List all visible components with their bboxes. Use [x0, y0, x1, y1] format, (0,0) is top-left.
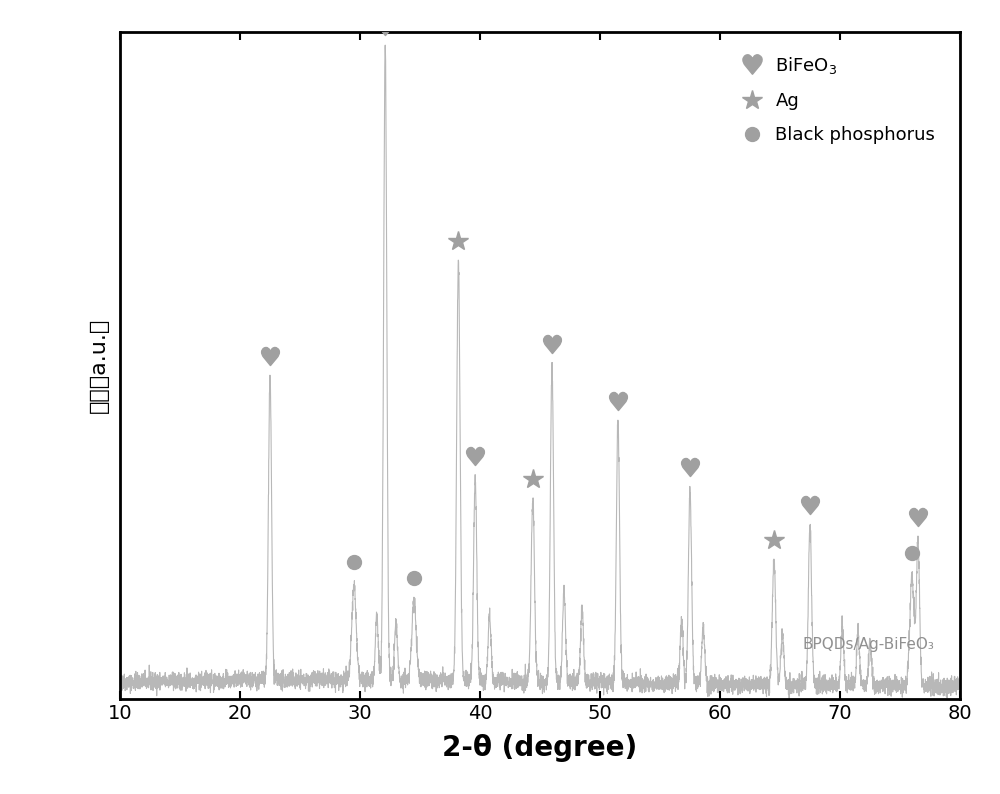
- Y-axis label: 强度（a.u.）: 强度（a.u.）: [89, 318, 109, 413]
- Text: BPQDs/Ag-BiFeO₃: BPQDs/Ag-BiFeO₃: [803, 637, 935, 652]
- Legend: BiFeO$_3$, Ag, Black phosphorus: BiFeO$_3$, Ag, Black phosphorus: [736, 48, 943, 152]
- X-axis label: 2-θ (degree): 2-θ (degree): [442, 734, 638, 761]
